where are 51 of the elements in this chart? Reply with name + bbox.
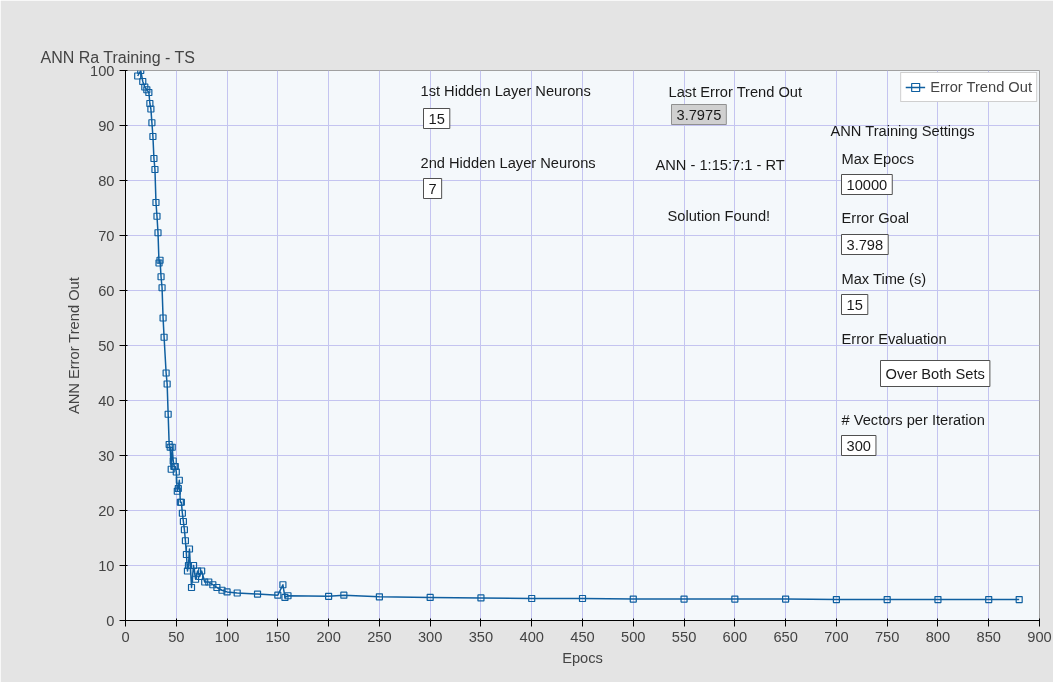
annotation: Max Epocs [841,150,914,167]
x-tick-label: 300 [417,628,443,645]
y-tick-label: 60 [98,282,115,299]
annotation: # Vectors per Iteration [841,411,985,428]
x-tick-label: 600 [722,628,748,645]
annotation: 3.798 [846,236,884,253]
annotation: Solution Found! [667,207,771,224]
y-tick-label: 20 [98,502,115,519]
x-tick-label: 250 [367,628,392,645]
x-tick-label: 100 [214,628,240,645]
x-tick-label: 350 [468,628,494,645]
annotation: ANN Training Settings [830,122,975,139]
x-tick-label: 800 [925,628,951,645]
y-axis-title: ANN Error Trend Out [66,277,83,415]
annotation: 3.7975 [676,106,722,123]
annotation: Error Evaluation [841,330,947,347]
x-tick-label: 650 [773,628,798,645]
annotation: 7 [428,180,437,197]
y-tick-label: 40 [98,392,115,409]
x-tick-label: 450 [570,628,595,645]
x-tick-label: 0 [121,628,130,645]
x-axis-title: Epocs [562,649,603,666]
x-tick-label: 550 [671,628,697,645]
annotation: 1st Hidden Layer Neurons [420,82,591,99]
annotation: Last Error Trend Out [668,83,803,100]
y-tick-label: 80 [98,172,115,189]
annotation: Over Both Sets [885,365,985,382]
x-tick-label: 750 [874,628,900,645]
y-tick-label: 0 [106,612,115,629]
x-tick-label: 50 [168,628,185,645]
x-tick-label: 900 [1027,628,1052,645]
y-tick-label: 70 [98,227,115,244]
y-tick-label: 90 [98,117,115,134]
y-tick-label: 30 [98,447,115,464]
x-tick-label: 150 [265,628,291,645]
annotation: 15 [846,296,863,313]
x-tick-label: 400 [519,628,544,645]
annotation: Error Goal [841,209,910,226]
y-tick-label: 10 [98,557,115,574]
annotation: 300 [846,437,871,454]
x-tick-label: 200 [316,628,341,645]
y-tick-label: 50 [98,337,115,354]
annotation: ANN - 1:15:7:1 - RT [655,156,785,173]
annotation: 15 [428,110,445,127]
x-tick-label: 700 [824,628,849,645]
x-tick-label: 500 [621,628,646,645]
annotation: 2nd Hidden Layer Neurons [420,154,596,171]
legend-label: Error Trend Out [930,79,1032,95]
annotation: 10000 [846,176,888,193]
x-tick-label: 850 [976,628,1001,645]
annotation: Max Time (s) [841,270,927,287]
